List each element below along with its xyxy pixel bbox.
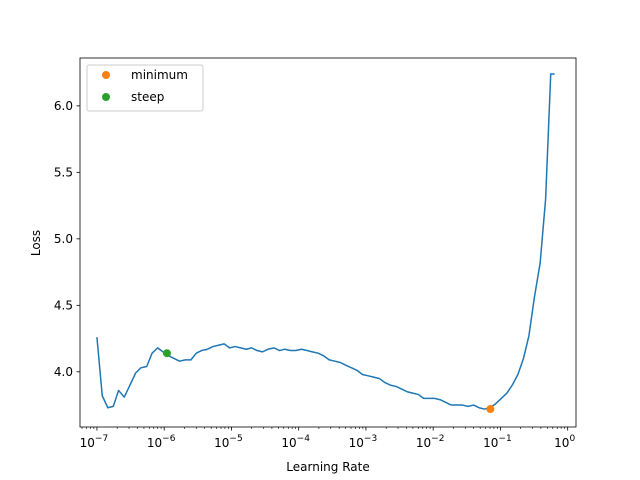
y-tick-label: 4.5 xyxy=(54,298,73,312)
y-tick-label: 5.5 xyxy=(54,165,73,179)
x-axis-label: Learning Rate xyxy=(286,460,369,474)
loss-series-line xyxy=(96,73,555,410)
x-tick-exponent: 0 xyxy=(569,434,575,444)
x-tick-exponent: −4 xyxy=(297,434,311,444)
y-axis-label: Loss xyxy=(29,230,43,256)
legend: minimum steep xyxy=(86,64,204,112)
x-tick-exponent: −5 xyxy=(229,434,242,444)
x-tick-exponent: −7 xyxy=(95,434,108,444)
axes-frame xyxy=(79,57,577,428)
legend-box xyxy=(86,64,204,112)
x-tick-exponent: −1 xyxy=(498,434,511,444)
x-tick-exponent: −2 xyxy=(431,434,444,444)
y-axis-ticks: 4.0 4.5 5.0 5.5 6.0 xyxy=(54,99,80,379)
y-tick-label: 6.0 xyxy=(54,99,73,113)
y-tick-label: 5.0 xyxy=(54,232,73,246)
y-tick-label: 4.0 xyxy=(54,365,73,379)
x-tick-exponent: −6 xyxy=(162,434,176,444)
legend-marker-steep xyxy=(102,93,110,101)
plot-area xyxy=(96,73,555,414)
minimum-point-marker xyxy=(486,405,495,414)
steep-point-marker xyxy=(162,349,171,358)
x-tick-exponent: −3 xyxy=(364,434,377,444)
legend-marker-minimum xyxy=(102,71,110,79)
axes xyxy=(79,57,577,428)
legend-label-minimum: minimum xyxy=(131,68,188,82)
legend-label-steep: steep xyxy=(131,90,164,104)
